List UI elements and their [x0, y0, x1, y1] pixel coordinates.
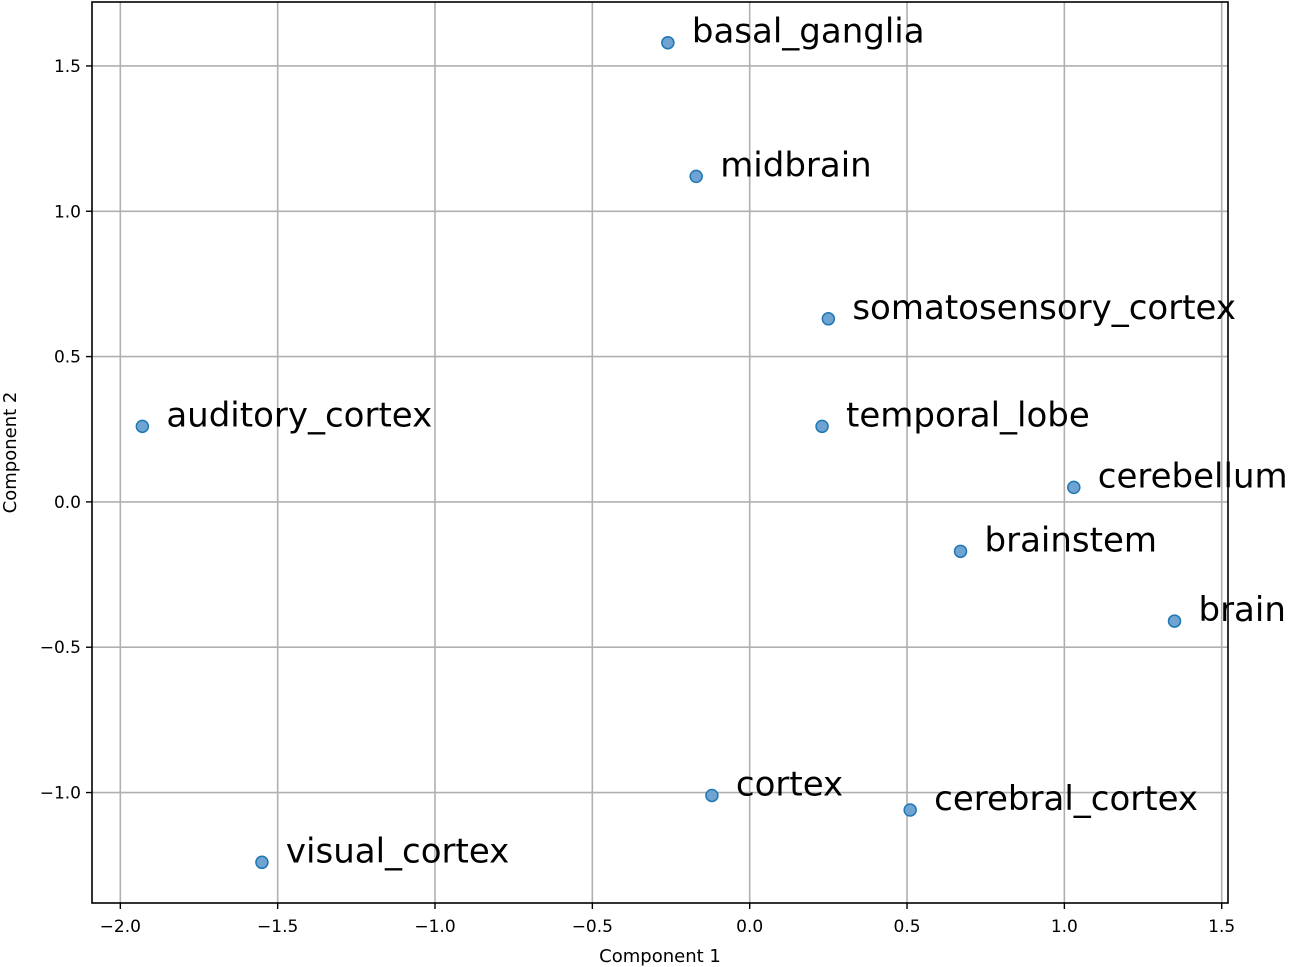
y-tick-label: −1.0 [40, 784, 81, 804]
plot-frame [91, 1, 1229, 904]
point-label: cerebral_cortex [934, 779, 1198, 819]
point-label: midbrain [720, 145, 872, 185]
x-tick-label: 1.5 [1208, 917, 1235, 937]
point-labels: basal_ganglia midbrain somatosensory_corte… [166, 12, 1287, 872]
y-tick-label: 0.0 [54, 493, 81, 513]
data-point [903, 803, 917, 817]
x-axis-label: Component 1 [599, 946, 721, 967]
data-point [255, 855, 269, 870]
y-tick-label: 0.5 [54, 348, 81, 368]
data-point [689, 169, 703, 184]
point-label: brainstem [985, 520, 1157, 560]
data-point [953, 544, 968, 559]
point-label: somatosensory_cortex [852, 288, 1236, 328]
x-tick-label: 0.5 [894, 917, 921, 937]
y-tick-label: 1.0 [54, 202, 81, 222]
x-tick-label: −1.5 [257, 917, 298, 937]
x-tick-label: −1.0 [414, 917, 455, 937]
x-tick-label: −0.5 [572, 917, 613, 937]
point-label: visual_cortex [286, 831, 509, 871]
x-tick-label: −2.0 [100, 917, 141, 937]
x-tick-label: 1.0 [1051, 917, 1078, 937]
data-point [661, 35, 675, 50]
data-point [705, 788, 719, 803]
point-label: cerebellum [1098, 456, 1288, 496]
data-point [1167, 614, 1182, 628]
data-points [135, 35, 1182, 870]
data-point [1067, 480, 1081, 495]
point-label: temporal_lobe [846, 395, 1090, 435]
point-label: brain [1199, 590, 1286, 630]
data-point [821, 312, 836, 326]
x-tick-label: 0.0 [736, 917, 763, 937]
y-tick-label: −0.5 [40, 638, 81, 658]
point-label: cortex [736, 764, 843, 804]
axis-ticks: −2.0 −1.5 −1.0 −0.5 0.0 0.5 1.0 1.5 −1.0 −0.5 0.0 0… [40, 57, 1236, 937]
data-point [135, 419, 150, 434]
point-label: auditory_cortex [166, 395, 432, 435]
y-axis-label: Component 2 [0, 392, 21, 514]
data-point [815, 419, 829, 434]
grid [92, 2, 1228, 903]
point-label: basal_ganglia [692, 12, 925, 52]
y-tick-label: 1.5 [54, 57, 81, 77]
